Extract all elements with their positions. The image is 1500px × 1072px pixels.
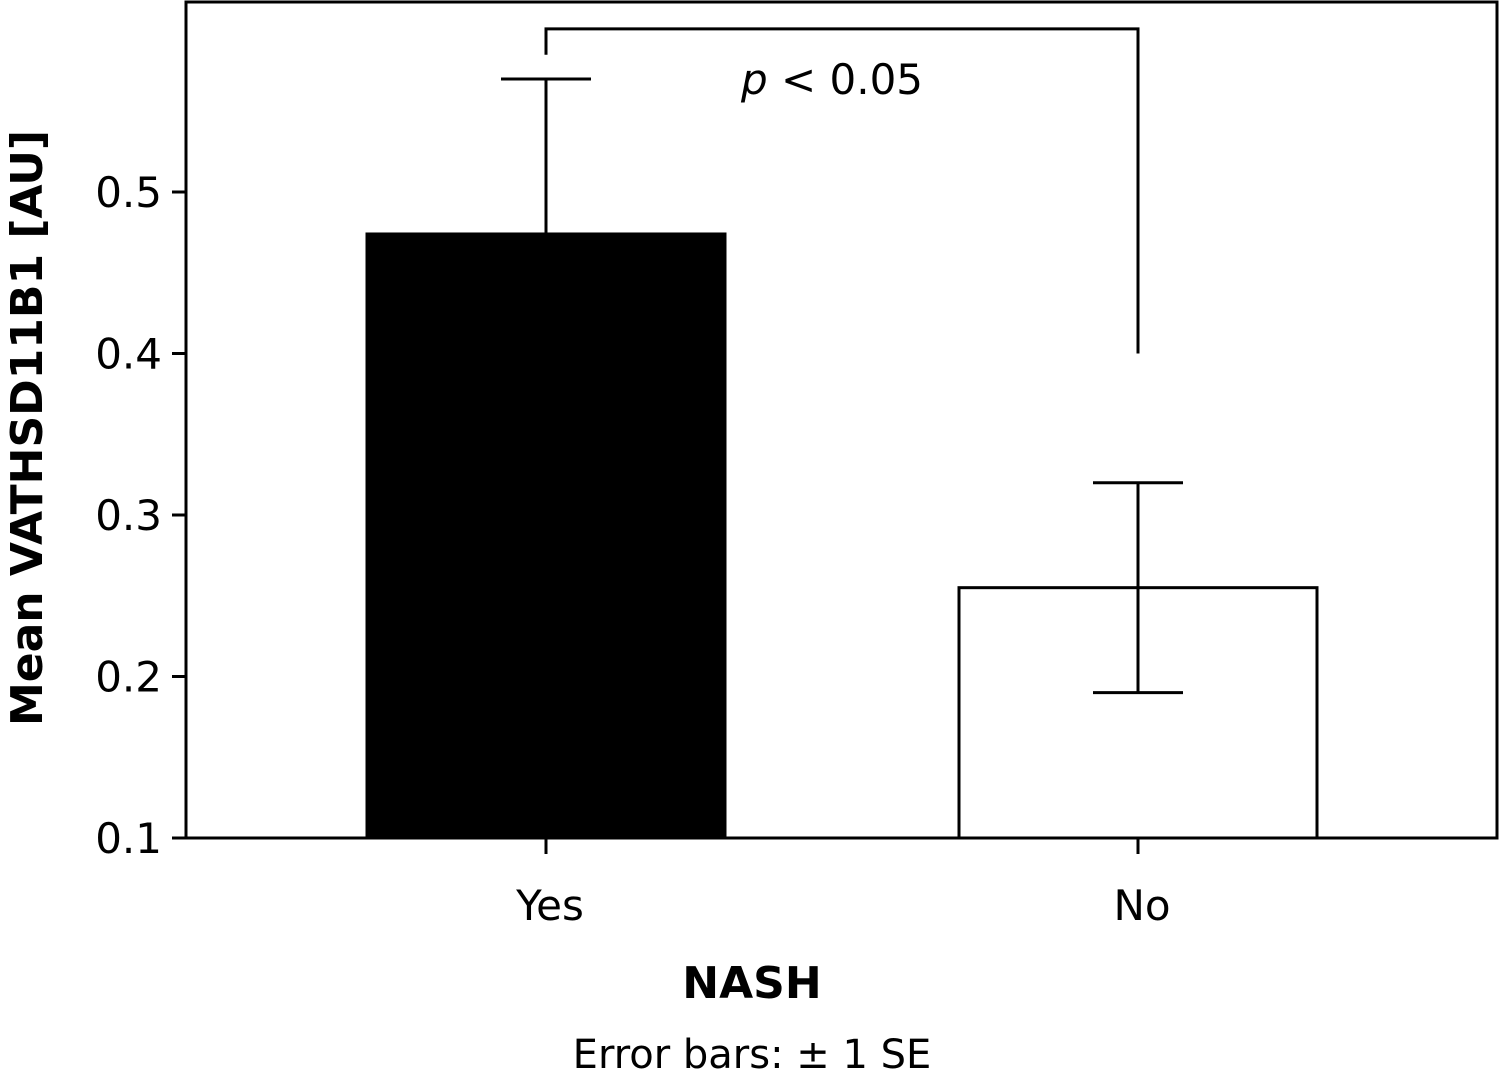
p-value-annotation: p < 0.05: [740, 55, 923, 104]
plot-area: 0.1 0.2 0.3 0.4 0.5 Yes No: [95, 0, 1499, 930]
x-tick-label: No: [1113, 881, 1170, 930]
p-value-threshold: < 0.05: [768, 55, 923, 104]
error-bars-note: Error bars: ± 1 SE: [573, 1032, 932, 1072]
y-tick-label: 0.4: [95, 330, 162, 379]
y-tick-label: 0.3: [95, 491, 162, 540]
p-value-symbol: p: [740, 55, 768, 104]
x-axis-title: NASH: [682, 958, 821, 1009]
y-axis-title: Mean VATHSD11B1 [AU]: [2, 130, 53, 726]
y-tick-label: 0.5: [95, 168, 162, 217]
plot-frame: [184, 0, 1499, 840]
significance-bracket: [544, 27, 1140, 354]
y-tick-label: 0.1: [95, 814, 162, 863]
bar: [365, 232, 727, 840]
x-tick-label: Yes: [515, 881, 584, 930]
y-tick-label: 0.2: [95, 653, 162, 702]
